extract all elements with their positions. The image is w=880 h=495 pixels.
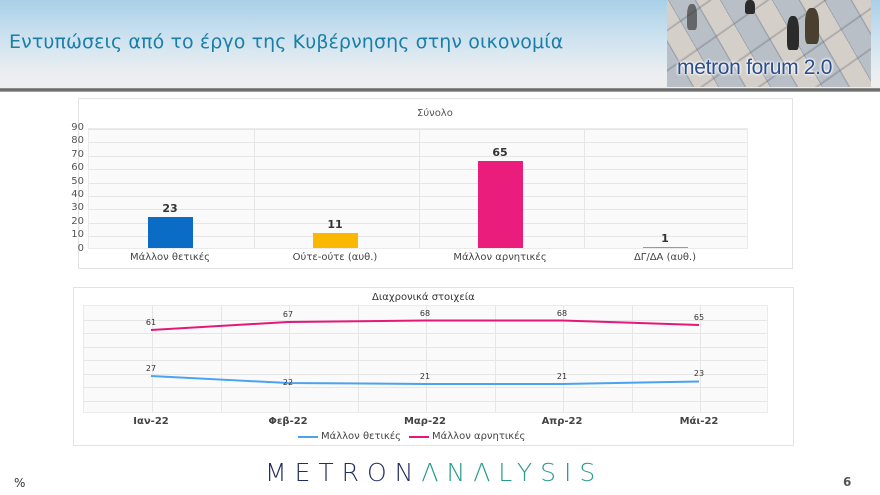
legend-item-negative[interactable]: Μάλλον αρνητικές xyxy=(409,431,525,442)
gridline xyxy=(89,155,747,157)
bar-negative xyxy=(478,161,523,248)
logo-figure xyxy=(687,4,697,30)
gridline xyxy=(84,333,767,334)
logo-figure xyxy=(745,0,755,14)
bar-plot-area xyxy=(88,128,748,249)
point-label: 65 xyxy=(693,313,705,322)
legend-label: Μάλλον αρνητικές xyxy=(432,431,526,442)
gridline xyxy=(563,306,564,412)
gridline xyxy=(495,306,496,412)
gridline xyxy=(358,306,359,412)
gridline xyxy=(419,129,420,248)
point-label: 27 xyxy=(145,364,157,373)
y-tick: 0 xyxy=(77,243,84,254)
gridline xyxy=(632,306,633,412)
metron-analysis-logo: METRONΛNΛLYSIS xyxy=(265,458,603,487)
gridline xyxy=(152,306,153,412)
gridline xyxy=(89,222,747,224)
logo-texture xyxy=(667,0,871,87)
metron-forum-logo: metron forum 2.0 xyxy=(667,0,871,87)
brand-part-1: METRON xyxy=(265,458,422,487)
gridline xyxy=(89,236,747,238)
logo-figure xyxy=(805,8,819,44)
gridline xyxy=(89,182,747,184)
brand-part-2: ΛNΛLYSIS xyxy=(421,458,604,487)
point-label: 68 xyxy=(556,309,568,318)
gridline xyxy=(700,306,701,412)
legend-label: Μάλλον θετικές xyxy=(321,431,402,442)
bar-dk xyxy=(643,246,688,248)
logo-text: metron forum 2.0 xyxy=(677,56,833,79)
line-series-plot xyxy=(150,319,700,385)
point-label: 21 xyxy=(419,372,431,381)
legend-item-positive[interactable]: Μάλλον θετικές xyxy=(298,431,401,442)
x-axis-label: Φεβ-22 xyxy=(268,416,308,427)
unit-label: % xyxy=(14,476,26,490)
point-label: 68 xyxy=(419,309,431,318)
y-tick: 70 xyxy=(71,149,84,160)
point-label: 23 xyxy=(693,369,705,378)
legend-swatch-positive xyxy=(298,435,318,438)
bar-category-label: Μάλλον αρνητικές xyxy=(453,252,547,263)
y-tick: 10 xyxy=(71,229,84,240)
gridline xyxy=(84,387,767,388)
gridline xyxy=(426,306,427,412)
page-title: Εντυπώσεις από το έργο της Κυβέρνησης στ… xyxy=(9,31,564,53)
gridline xyxy=(89,209,747,211)
series-positive-line xyxy=(150,375,700,385)
x-axis-label: Ιαν-22 xyxy=(133,416,169,427)
bar-value-label: 23 xyxy=(162,202,178,215)
logo-figure xyxy=(787,16,799,50)
x-axis-label: Μαρ-22 xyxy=(403,416,447,427)
y-tick: 40 xyxy=(71,189,84,200)
bar-neutral xyxy=(313,233,358,248)
point-label: 21 xyxy=(556,372,568,381)
bar-value-label: 1 xyxy=(661,232,669,245)
line-chart-title: Διαχρονικά στοιχεία xyxy=(372,292,475,303)
gridline xyxy=(84,373,767,375)
point-label: 22 xyxy=(282,378,294,387)
line-chart-legend: Μάλλον θετικές Μάλλον αρνητικές xyxy=(298,431,533,442)
legend-swatch-negative xyxy=(409,435,430,438)
bar-category-label: Μάλλον θετικές xyxy=(129,252,211,263)
bar-positive xyxy=(148,217,193,248)
x-axis-label: Μάι-22 xyxy=(679,416,719,427)
y-tick: 50 xyxy=(71,176,84,187)
y-tick: 20 xyxy=(71,216,84,227)
gridline xyxy=(89,142,747,144)
bar-chart-title: Σύνολο xyxy=(417,108,453,119)
gridline xyxy=(289,306,290,412)
gridline xyxy=(584,129,585,248)
bar-value-label: 11 xyxy=(327,218,343,231)
gridline xyxy=(89,196,747,197)
x-axis-label: Απρ-22 xyxy=(541,416,583,427)
gridline xyxy=(254,129,255,248)
bar-value-label: 65 xyxy=(492,146,508,159)
gridline xyxy=(89,169,747,171)
point-label: 61 xyxy=(145,318,157,327)
gridline xyxy=(221,306,222,412)
bar-category-label: Ούτε-ούτε (αυθ.) xyxy=(292,252,378,263)
gridline xyxy=(89,129,747,130)
bar-category-label: ΔΓ/ΔΑ (αυθ.) xyxy=(633,252,697,263)
gridline xyxy=(84,360,767,361)
gridline xyxy=(84,346,767,348)
y-tick: 80 xyxy=(71,135,84,146)
point-label: 67 xyxy=(282,310,294,319)
series-negative-line xyxy=(150,319,700,331)
header-divider xyxy=(0,88,880,92)
page-number: 6 xyxy=(843,475,852,489)
y-tick: 30 xyxy=(71,202,84,213)
gridline xyxy=(84,400,767,402)
y-tick: 90 xyxy=(71,122,84,133)
y-tick: 60 xyxy=(71,162,84,173)
